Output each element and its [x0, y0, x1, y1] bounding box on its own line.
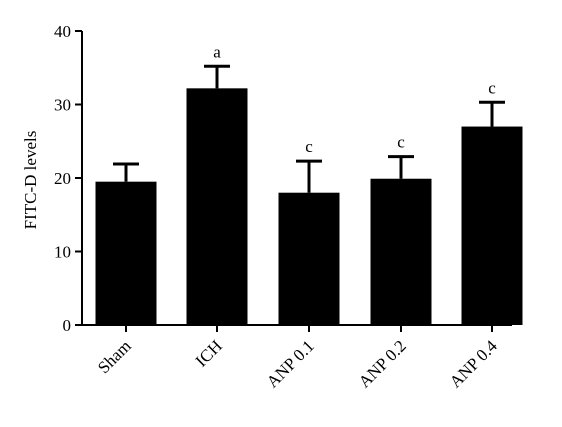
y-tick-label: 20: [54, 169, 71, 188]
significance-label: a: [213, 42, 221, 61]
bars: a c c c: [95, 42, 523, 325]
x-category-label: ANP 0.2: [355, 336, 410, 391]
significance-label: c: [305, 137, 313, 156]
y-tick-label: 0: [63, 316, 72, 335]
x-category-label: Sham: [94, 336, 135, 377]
x-category-label: ICH: [192, 336, 226, 370]
y-ticks: 0 10 20 30 40: [54, 22, 82, 335]
bar: [370, 178, 432, 325]
x-labels: Sham ICH ANP 0.1 ANP 0.2 ANP 0.4: [94, 325, 501, 391]
x-category-label: ANP 0.1: [263, 336, 318, 391]
y-tick-label: 40: [54, 22, 71, 41]
y-tick-label: 10: [54, 243, 71, 262]
y-tick-label: 30: [54, 96, 71, 115]
x-category-label: ANP 0.4: [446, 336, 501, 391]
significance-label: c: [397, 133, 405, 152]
bar: [461, 126, 523, 325]
y-axis-title: FITC-D levels: [21, 131, 40, 230]
bar: [278, 192, 340, 325]
bar: [95, 181, 157, 325]
bar: [186, 88, 248, 325]
significance-label: c: [488, 78, 496, 97]
